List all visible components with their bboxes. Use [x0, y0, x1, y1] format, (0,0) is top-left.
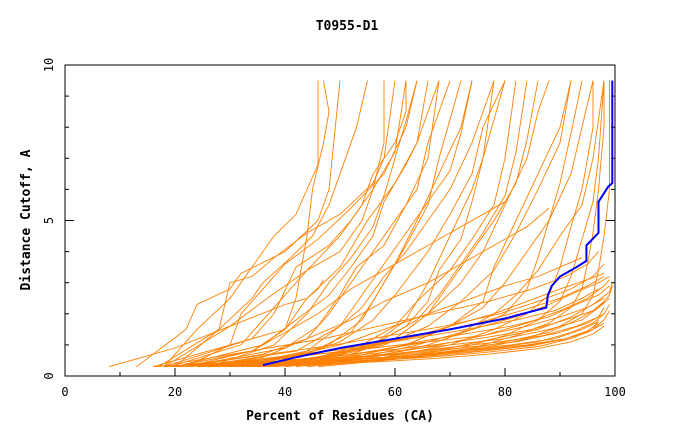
y-tick-label: 0 [42, 372, 56, 379]
series-line-model-30 [163, 80, 385, 368]
series-line-model-44 [174, 297, 610, 368]
series-line-model-53 [213, 301, 605, 368]
x-tick-label: 80 [498, 385, 512, 399]
series-line-model-38 [196, 257, 583, 368]
x-tick-label: 100 [604, 385, 626, 399]
series-line-model-16 [174, 80, 440, 368]
series-line-model-31 [295, 80, 605, 368]
series-line-model-50 [180, 285, 610, 368]
chart-title: T0955-D1 [316, 19, 379, 34]
series-line-model-59 [257, 322, 599, 368]
series-line-model-54 [224, 307, 605, 368]
y-axis-label: Distance Cutoff, A [19, 149, 34, 290]
series-line-model-03 [152, 80, 330, 368]
series-line-model-36 [174, 201, 506, 368]
series-line-model-24 [174, 80, 396, 368]
x-axis-label: Percent of Residues (CA) [246, 409, 434, 424]
x-tick-label: 0 [61, 385, 68, 399]
x-tick-label: 40 [278, 385, 292, 399]
series-line-model-42 [240, 282, 613, 368]
series-line-model-58 [158, 251, 599, 368]
series-line-model-17 [163, 80, 407, 368]
x-tick-label: 60 [388, 385, 402, 399]
y-tick-label: 5 [42, 217, 56, 224]
series-line-model-60 [268, 325, 605, 368]
series-line-model-11 [185, 80, 440, 368]
highlight-layer [262, 80, 614, 367]
series-line-model-28 [251, 80, 528, 368]
series-layer [108, 80, 613, 368]
series-line-model-55 [235, 321, 599, 368]
series-line-model-02 [136, 80, 341, 368]
series-line-model-18 [218, 80, 572, 368]
series-line-model-07 [185, 80, 429, 368]
highlight-series-line [262, 80, 614, 367]
series-line-model-32 [306, 80, 605, 368]
series-line-model-01 [108, 279, 324, 368]
series-line-model-25 [185, 80, 418, 368]
series-line-model-51 [191, 288, 599, 368]
y-tick-label: 10 [42, 58, 56, 72]
series-line-model-26 [284, 80, 594, 368]
x-tick-label: 20 [168, 385, 182, 399]
series-line-model-05 [163, 80, 319, 367]
series-line-model-57 [169, 263, 605, 368]
series-line-model-37 [185, 207, 550, 368]
tick-layer: 0 20 40 60 80 100 0 5 10 [42, 58, 626, 399]
series-line-model-04 [158, 80, 368, 368]
